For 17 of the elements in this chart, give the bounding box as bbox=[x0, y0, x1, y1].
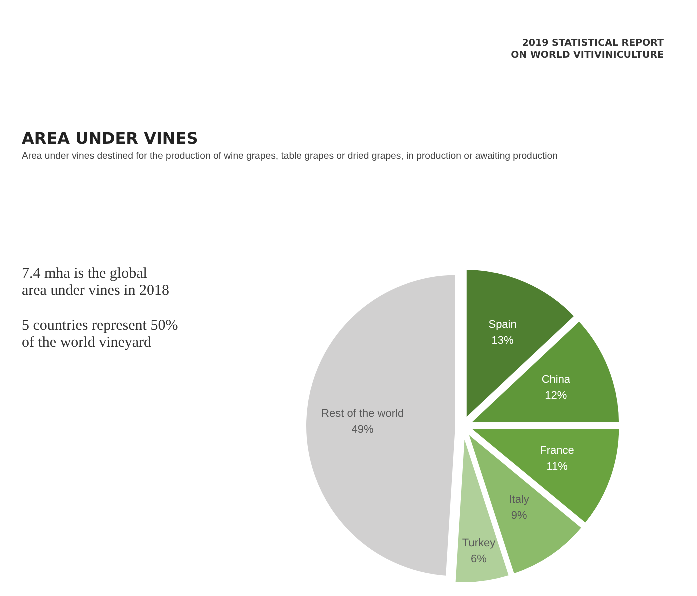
text: AREA UNDER VINES bbox=[22, 129, 198, 148]
slice-label: China bbox=[542, 374, 572, 386]
data-label: 13% bbox=[492, 335, 514, 348]
chart-subtitle: Area under vines destined for the production of wine grapes, table grapes or dried grapes, in production or awaiting production bbox=[22, 151, 558, 162]
slice-label: Spain bbox=[488, 319, 517, 332]
text: 5 countries represent 50% of the world vineyard bbox=[22, 318, 178, 351]
data-label: 49% bbox=[352, 424, 374, 436]
data-label: 9% bbox=[511, 510, 528, 522]
slice-label: Italy bbox=[509, 494, 530, 506]
data-label: 6% bbox=[471, 554, 488, 566]
slice-label: Turkey bbox=[462, 538, 496, 550]
data-label: 12% bbox=[545, 390, 568, 402]
text: 2019 STATISTICAL REPORT ON WORLD VITIVINICULTURE bbox=[511, 38, 665, 61]
data-label: 11% bbox=[546, 460, 568, 473]
slice-label: France bbox=[540, 444, 574, 457]
slice-label: Rest of the world bbox=[322, 408, 404, 420]
text: 7.4 mha is the global area under vines in 2018 bbox=[22, 266, 170, 299]
